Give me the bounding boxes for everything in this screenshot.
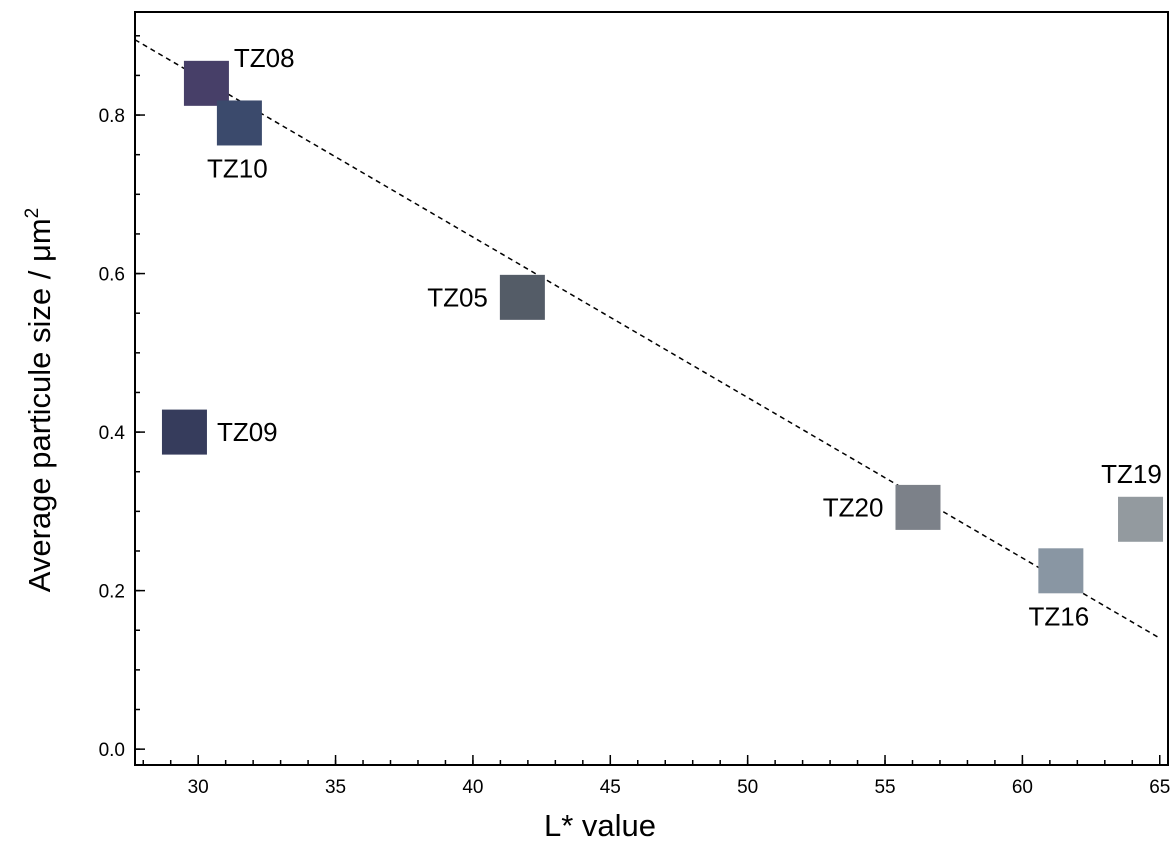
axis-ticks: 30 35 40 45 50 55 60 65 0.0 0.2 0.4 0.6 0.8 [99,35,1170,798]
data-point-tz20 [895,484,941,530]
x-tick-label: 40 [462,777,483,798]
y-tick-label: 0.8 [99,106,125,127]
data-point-tz10 [216,100,262,146]
x-tick-label: 60 [1012,777,1033,798]
y-axis-title-main: Average particule size / μm [22,218,57,592]
point-label-tz09: TZ09 [217,417,278,447]
x-tick-label: 50 [737,777,758,798]
data-point-tz08 [183,60,229,106]
x-tick-label: 55 [874,777,895,798]
y-axis-title: Average particule size / μm2 [22,208,57,593]
data-point-tz16 [1038,548,1084,594]
point-label-tz05: TZ05 [427,282,488,312]
point-label-tz10: TZ10 [207,153,268,183]
x-tick-label: 65 [1149,777,1170,798]
point-label-tz08: TZ08 [234,43,295,73]
x-axis-title: L* value [544,808,656,843]
data-point-tz09 [161,409,207,455]
y-tick-label: 0.2 [99,582,125,603]
y-tick-label: 0.6 [99,265,125,286]
data-points-layer [161,60,1164,594]
x-tick-label: 45 [600,777,621,798]
x-tick-label: 35 [325,777,346,798]
trendline-layer [134,39,1161,639]
y-axis-title-superscript: 2 [22,208,43,219]
y-tick-label: 0.0 [99,740,125,761]
y-tick-label: 0.4 [99,423,126,444]
plot-frame [134,11,1169,766]
data-point-tz19 [1118,496,1164,542]
point-label-tz20: TZ20 [823,492,884,522]
trendline [134,39,1161,639]
point-labels-layer: TZ08 TZ10 TZ05 TZ09 TZ20 TZ16 TZ19 [207,43,1162,631]
point-label-tz16: TZ16 [1029,601,1090,631]
data-point-tz05 [499,274,545,320]
x-tick-label: 30 [188,777,209,798]
point-label-tz19: TZ19 [1101,459,1162,489]
